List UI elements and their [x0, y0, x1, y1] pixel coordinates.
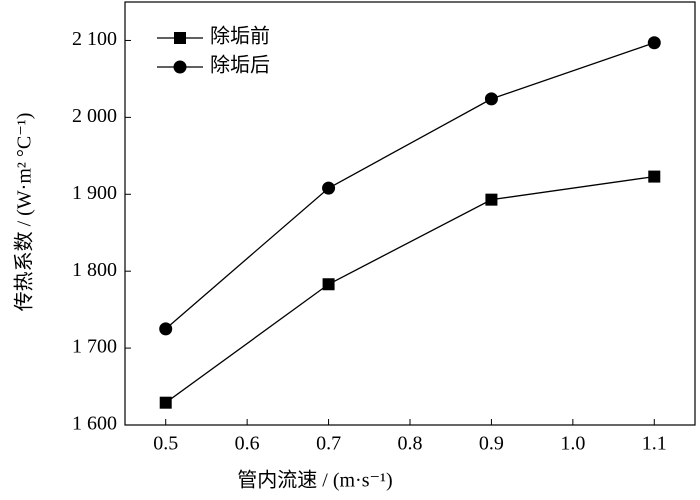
y-tick-label: 1 800	[72, 259, 117, 281]
x-tick-label: 1.0	[560, 433, 585, 455]
x-tick-label: 0.9	[479, 433, 504, 455]
y-axis-label: 传热系数 / (W·m² °C⁻¹)	[13, 113, 36, 312]
point	[322, 278, 335, 291]
x-tick-label: 0.6	[235, 433, 260, 455]
y-tick-label: 1 700	[72, 336, 117, 358]
point	[485, 193, 498, 206]
x-axis-label: 管内流速 / (m·s⁻¹)	[237, 469, 392, 492]
point	[322, 181, 336, 195]
point	[647, 36, 661, 50]
point	[159, 396, 172, 409]
y-tick-label: 1 600	[72, 413, 117, 435]
point	[648, 170, 661, 183]
y-tick-label: 1 900	[72, 182, 117, 204]
x-tick-label: 0.7	[316, 433, 341, 455]
x-tick-label: 0.5	[153, 433, 178, 455]
x-tick-label: 0.8	[398, 433, 423, 455]
series-line	[165, 175, 655, 404]
legend-label: 除垢前	[210, 25, 270, 48]
point	[173, 60, 187, 74]
y-tick-label: 2 000	[72, 105, 117, 127]
point	[484, 92, 498, 106]
x-tick-label: 1.1	[642, 433, 667, 455]
point	[159, 322, 173, 336]
y-tick-label: 2 100	[72, 28, 117, 50]
legend-label: 除垢后	[210, 54, 270, 77]
point	[174, 32, 186, 44]
series-line	[165, 42, 655, 330]
